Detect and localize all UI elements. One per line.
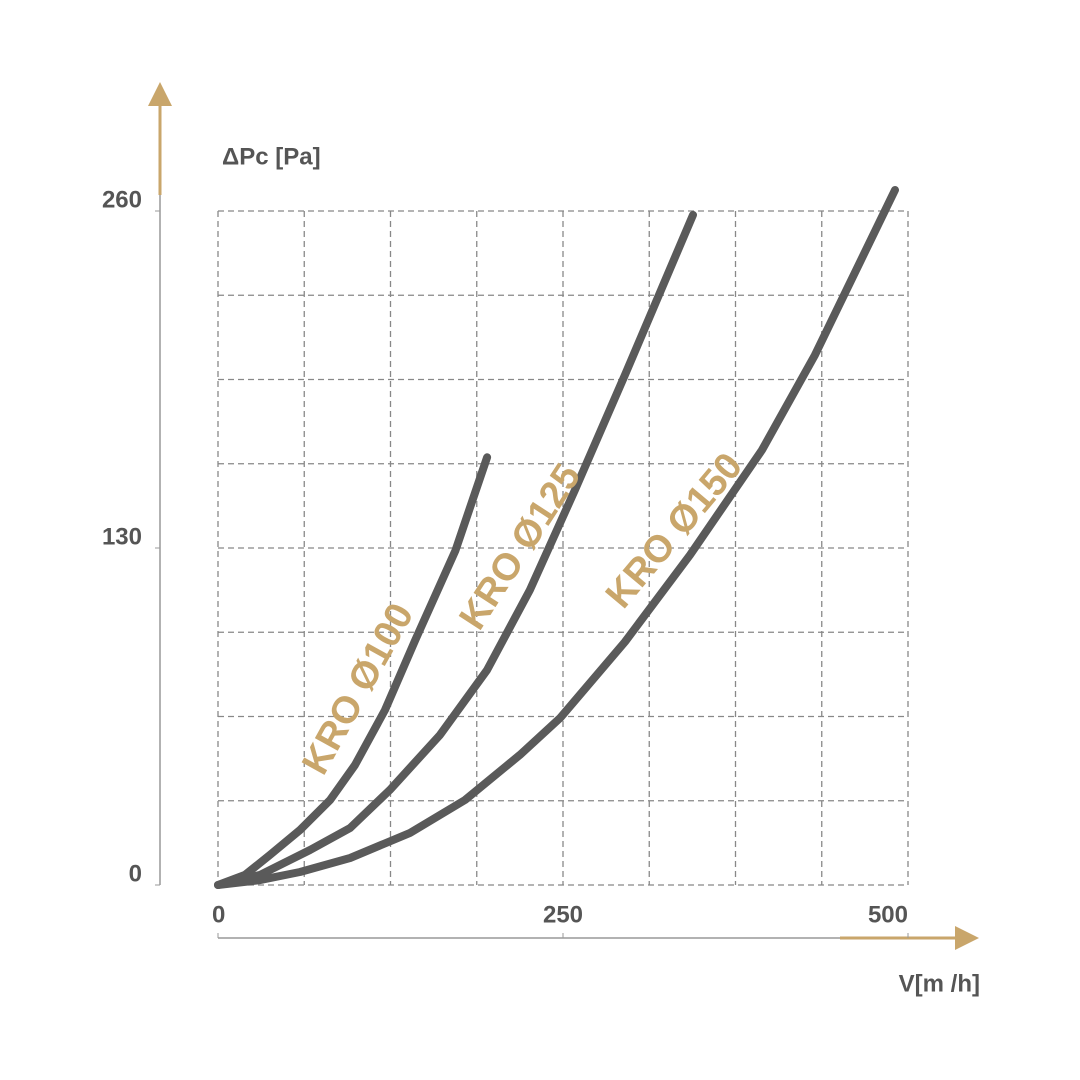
y-tick-label: 130 [102, 523, 142, 550]
y-tick-label: 260 [102, 186, 142, 213]
curve-label: KRO Ø150 [598, 445, 751, 616]
x-tick-label: 0 [212, 901, 225, 928]
x-tick-label: 250 [543, 901, 583, 928]
y-tick-label: 0 [129, 860, 142, 887]
curve [214, 186, 899, 889]
curve [214, 210, 697, 889]
y-axis-label: ΔPc [Pa] [222, 143, 321, 170]
y-axis-arrowhead [148, 82, 172, 106]
x-axis-label: V[m /h] [899, 970, 980, 997]
x-axis-arrowhead [955, 926, 979, 950]
curve [214, 453, 492, 889]
x-tick-label: 500 [868, 901, 908, 928]
